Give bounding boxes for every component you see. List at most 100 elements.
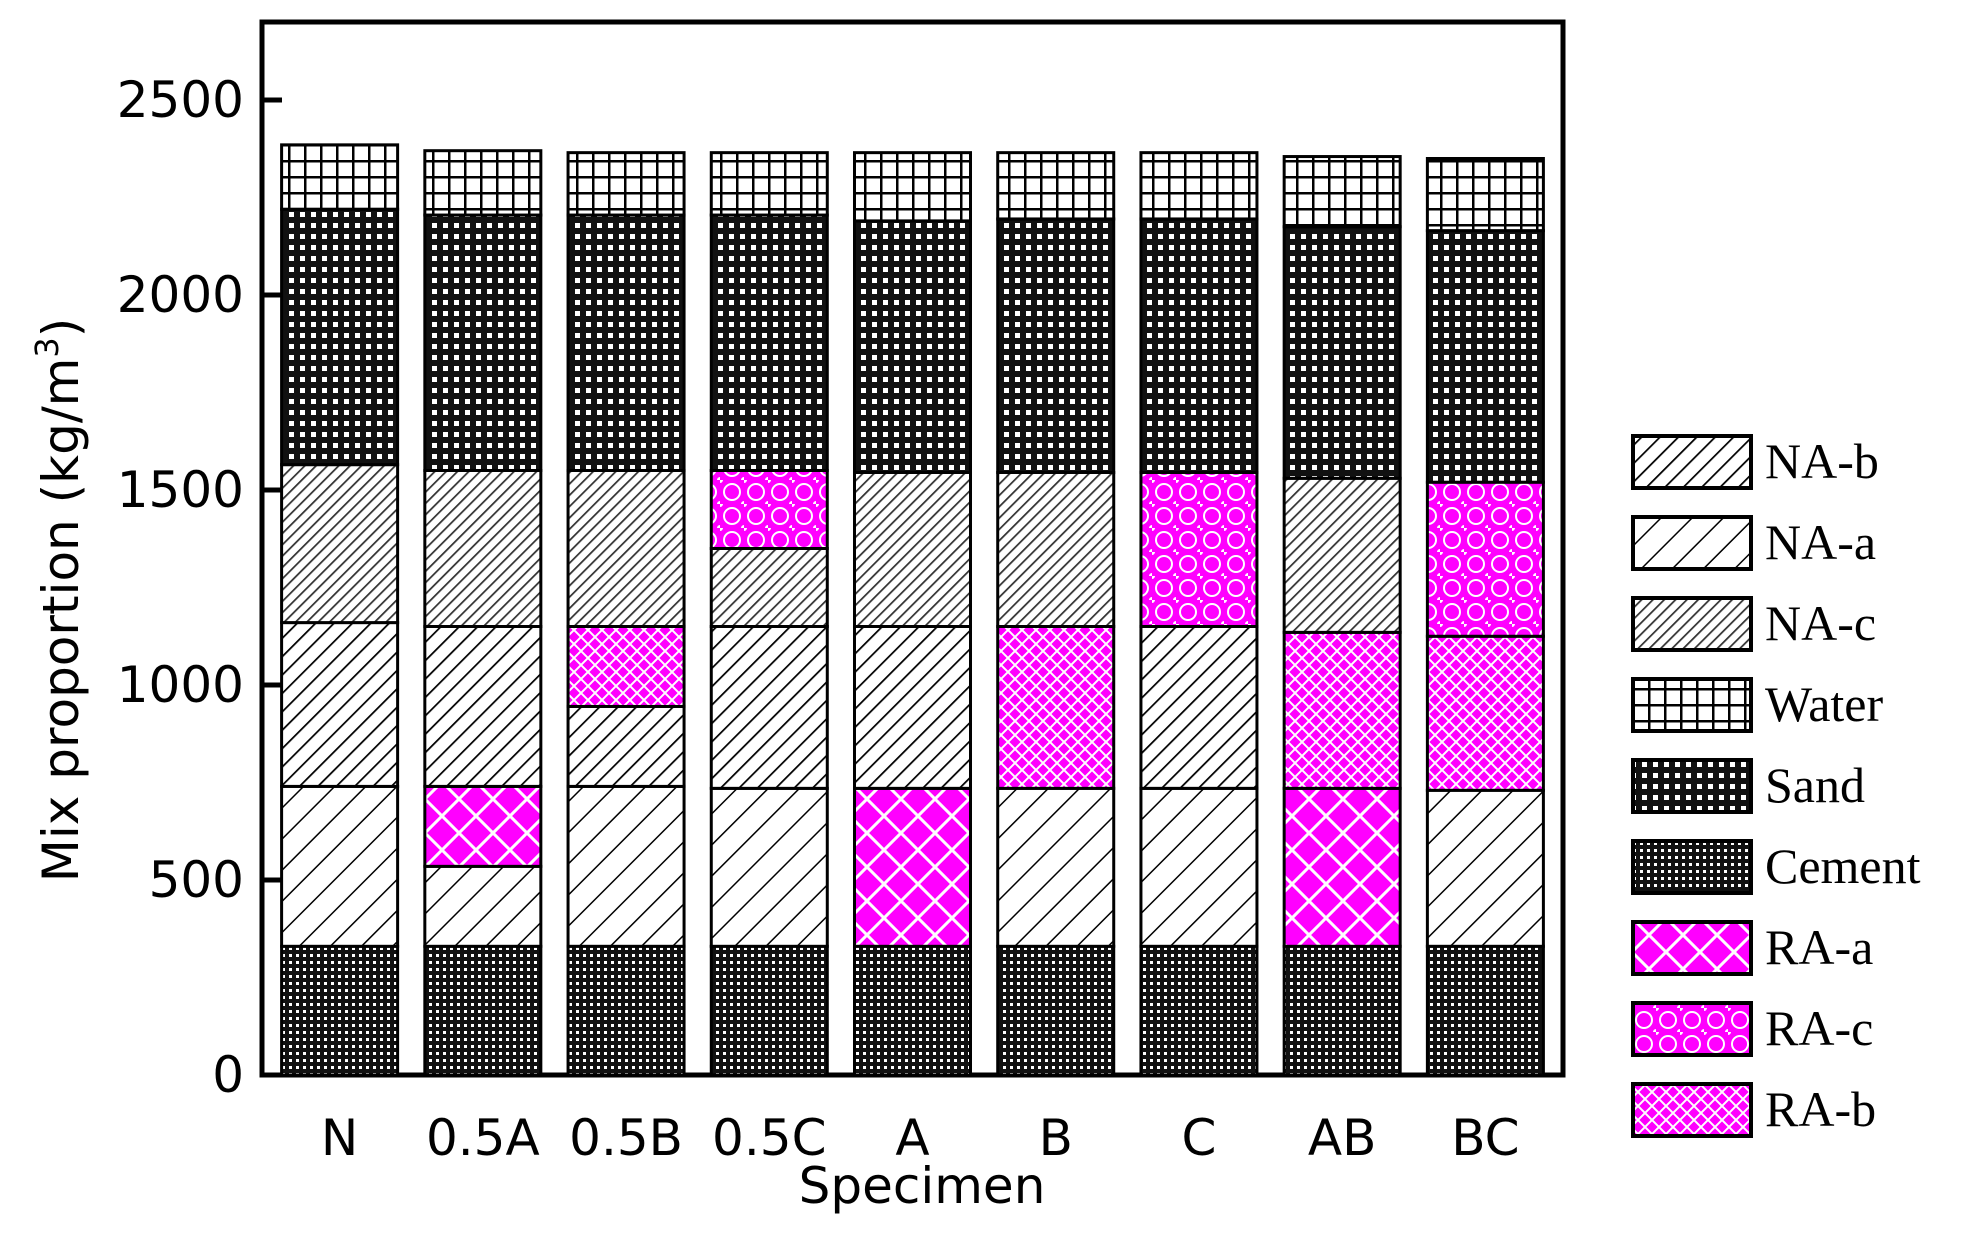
bar-segment-na-a bbox=[566, 784, 686, 948]
legend-swatch bbox=[1631, 839, 1753, 895]
bar-segment-ra-b bbox=[1425, 634, 1545, 792]
bar-segment-na-a bbox=[709, 786, 829, 948]
legend-swatch bbox=[1631, 1001, 1753, 1057]
bar-segment-na-c bbox=[996, 470, 1116, 629]
bar-segment-water bbox=[1282, 155, 1402, 229]
x-tick-label: N bbox=[321, 1109, 358, 1167]
legend-swatch bbox=[1631, 758, 1753, 814]
bar-segment-na-c bbox=[852, 470, 973, 629]
bar-segment-cement bbox=[1282, 944, 1402, 1077]
bar-stack-BC bbox=[1425, 157, 1545, 1077]
bar-stack-AB bbox=[1282, 155, 1402, 1077]
bar-segment-na-a bbox=[1425, 788, 1545, 948]
bar-stack-0.5A bbox=[423, 149, 543, 1077]
bar-segment-ra-c bbox=[709, 469, 829, 550]
bar-segment-sand bbox=[852, 219, 973, 474]
bar-stack-0.5C bbox=[709, 151, 829, 1077]
bar-segment-ra-c bbox=[1139, 470, 1259, 629]
y-axis-title-main: Mix proportion (kg/m bbox=[32, 358, 90, 883]
bar-segment-ra-b bbox=[1282, 630, 1402, 790]
x-tick-label: 0.5B bbox=[569, 1109, 683, 1167]
x-tick-label: B bbox=[1039, 1109, 1073, 1167]
x-axis: N 0.5A 0.5B 0.5C A B C AB BC bbox=[321, 1109, 1520, 1167]
legend-swatch bbox=[1631, 1082, 1753, 1138]
legend-swatch bbox=[1631, 920, 1753, 976]
bar-segment-cement bbox=[852, 944, 973, 1077]
legend-label: RA-c bbox=[1765, 1000, 1873, 1056]
bar-segment-na-c bbox=[709, 547, 829, 628]
bar-segment-na-b bbox=[566, 704, 686, 788]
bar-segment-sand bbox=[566, 213, 686, 472]
legend-label: Sand bbox=[1765, 757, 1865, 813]
plot-area bbox=[259, 19, 1566, 1078]
y-axis-title-superscript: 3 bbox=[28, 337, 66, 357]
legend-label: NA-c bbox=[1765, 595, 1876, 651]
y-axis-title-close: ) bbox=[32, 318, 90, 338]
bar-segment-water bbox=[996, 151, 1116, 221]
bar-segment-na-b bbox=[852, 625, 973, 790]
bar-segment-na-b bbox=[1139, 625, 1259, 790]
bar-segment-water bbox=[852, 151, 973, 223]
bar-segment-water bbox=[1139, 151, 1259, 221]
bar-segment-water bbox=[1425, 157, 1545, 233]
bar-stack-A bbox=[852, 151, 973, 1077]
bar-segment-cement bbox=[709, 944, 829, 1077]
bar-stack-N bbox=[280, 143, 400, 1077]
bar-stack-B bbox=[996, 151, 1116, 1077]
legend-swatch bbox=[1631, 596, 1753, 652]
y-tick-label: 1500 bbox=[117, 461, 244, 519]
bar-segment-na-b bbox=[423, 625, 543, 788]
bar-segment-water bbox=[280, 143, 400, 211]
bar-segment-cement bbox=[280, 944, 400, 1077]
legend-item-ra-a: RA-a bbox=[1631, 919, 1873, 976]
legend: NA-b NA-a NA-c Water Sand Cement RA-a RA-c RA-b bbox=[1631, 433, 1921, 1138]
legend-label: NA-b bbox=[1765, 433, 1879, 489]
legend-item-water: Water bbox=[1631, 676, 1883, 733]
bar-segment-na-b bbox=[709, 625, 829, 790]
bar-segment-na-c bbox=[1282, 476, 1402, 634]
legend-item-ra-b: RA-b bbox=[1631, 1081, 1876, 1138]
legend-item-na-b: NA-b bbox=[1631, 433, 1879, 490]
y-tick-label: 0 bbox=[212, 1046, 244, 1104]
y-tick-label: 2500 bbox=[117, 71, 244, 129]
y-tick-label: 500 bbox=[149, 851, 244, 909]
bar-segment-cement bbox=[996, 944, 1116, 1077]
legend-label: RA-b bbox=[1765, 1081, 1876, 1137]
bar-segment-water bbox=[709, 151, 829, 217]
bar-segment-na-a bbox=[1139, 786, 1259, 948]
x-tick-label: C bbox=[1181, 1109, 1216, 1167]
bar-segment-ra-b bbox=[566, 625, 686, 708]
y-tick-label: 1000 bbox=[117, 656, 244, 714]
bar-segment-ra-c bbox=[1425, 480, 1545, 638]
legend-label: Cement bbox=[1765, 838, 1921, 894]
bar-segment-na-a bbox=[423, 864, 543, 948]
legend-item-na-c: NA-c bbox=[1631, 595, 1876, 652]
bar-segment-cement bbox=[566, 944, 686, 1077]
bar-segment-ra-a bbox=[423, 784, 543, 868]
y-axis-title: Mix proportion (kg/m3) bbox=[28, 318, 90, 882]
bar-segment-cement bbox=[423, 944, 543, 1077]
bar-segment-water bbox=[566, 151, 686, 217]
bar-segment-water bbox=[423, 149, 543, 217]
bar-segment-sand bbox=[996, 217, 1116, 474]
legend-swatch bbox=[1631, 515, 1753, 571]
legend-item-na-a: NA-a bbox=[1631, 514, 1876, 571]
x-tick-label: 0.5C bbox=[712, 1109, 826, 1167]
bar-segment-sand bbox=[1425, 229, 1545, 484]
y-tick-label: 2000 bbox=[117, 266, 244, 324]
bar-segment-sand bbox=[423, 213, 543, 472]
bar-segment-na-c bbox=[280, 463, 400, 625]
legend-label: RA-a bbox=[1765, 919, 1873, 975]
bar-segment-cement bbox=[1425, 944, 1545, 1077]
x-tick-label: BC bbox=[1451, 1109, 1519, 1167]
bar-segment-ra-b bbox=[996, 625, 1116, 790]
bar-segment-ra-a bbox=[1282, 786, 1402, 948]
x-tick-label: A bbox=[895, 1109, 929, 1167]
bar-segment-cement bbox=[1139, 944, 1259, 1077]
x-axis-title: Specimen bbox=[799, 1157, 1046, 1215]
legend-item-sand: Sand bbox=[1631, 757, 1865, 814]
x-tick-label: AB bbox=[1308, 1109, 1377, 1167]
legend-item-ra-c: RA-c bbox=[1631, 1000, 1873, 1057]
legend-item-cement: Cement bbox=[1631, 838, 1921, 895]
